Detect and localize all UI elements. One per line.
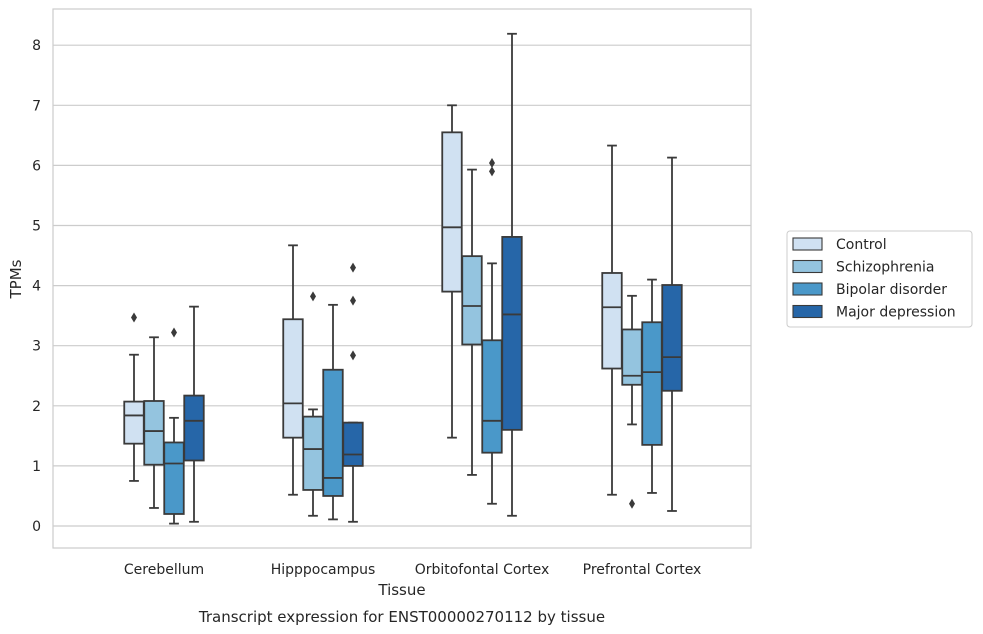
box-iqr bbox=[461, 255, 483, 346]
x-tick-label: Orbitofontal Cortex bbox=[415, 562, 550, 578]
legend-swatch bbox=[792, 237, 823, 251]
box-major-depression-0 bbox=[183, 305, 205, 523]
box-control-2 bbox=[441, 104, 463, 439]
box-schizophrenia-0 bbox=[143, 336, 165, 509]
legend-swatch bbox=[792, 304, 823, 319]
box-bipolar-disorder-1 bbox=[322, 303, 344, 521]
outlier-point bbox=[350, 295, 356, 306]
legend-swatch bbox=[792, 259, 823, 274]
legend-label: Control bbox=[836, 237, 887, 253]
outlier-point bbox=[310, 291, 316, 302]
outlier-point bbox=[629, 498, 635, 509]
legend-label: Major depression bbox=[836, 305, 956, 321]
legend-label: Bipolar disorder bbox=[836, 282, 947, 298]
box-iqr bbox=[123, 400, 145, 445]
box-major-depression-2 bbox=[501, 32, 523, 517]
box-iqr bbox=[601, 272, 623, 370]
box-iqr bbox=[342, 421, 364, 467]
legend: Control Schizophrenia Bipolar disorder Majo… bbox=[786, 230, 973, 328]
box-control-3 bbox=[601, 144, 623, 496]
box-iqr bbox=[481, 339, 503, 454]
plot-area bbox=[52, 8, 752, 549]
legend-swatch bbox=[792, 282, 823, 296]
box-iqr bbox=[322, 368, 344, 497]
y-tick-label: 0 bbox=[32, 519, 41, 535]
y-tick-label: 5 bbox=[32, 219, 41, 235]
box-iqr bbox=[163, 441, 185, 515]
outlier-point bbox=[489, 166, 495, 177]
box-groups bbox=[123, 32, 683, 525]
y-tick-label: 6 bbox=[32, 158, 41, 174]
box-control-0 bbox=[123, 312, 145, 482]
y-tick-label: 4 bbox=[32, 279, 41, 295]
box-iqr bbox=[183, 394, 205, 462]
outlier-point bbox=[489, 157, 495, 168]
box-iqr bbox=[661, 284, 683, 392]
box-bipolar-disorder-3 bbox=[641, 278, 663, 494]
outlier-point bbox=[131, 312, 137, 323]
legend-items: Control Schizophrenia Bipolar disorder Majo… bbox=[792, 237, 956, 321]
y-tick-labels: 0 1 2 3 4 5 6 7 8 bbox=[32, 38, 41, 535]
box-iqr bbox=[641, 321, 663, 446]
outlier-point bbox=[171, 327, 177, 338]
box-iqr bbox=[143, 400, 165, 466]
y-tick-label: 8 bbox=[32, 38, 41, 54]
box-control-1 bbox=[282, 244, 304, 496]
box-iqr bbox=[441, 131, 463, 293]
y-tick-label: 2 bbox=[32, 399, 41, 415]
x-tick-label: Prefrontal Cortex bbox=[583, 562, 702, 578]
y-axis-label: TPMs bbox=[7, 259, 25, 299]
box-iqr bbox=[501, 236, 523, 431]
box-bipolar-disorder-0 bbox=[163, 327, 185, 525]
x-tick-label: Hipppocampus bbox=[271, 562, 376, 578]
y-tick-label: 7 bbox=[32, 98, 41, 114]
box-iqr bbox=[302, 415, 324, 491]
x-tick-labels: Cerebellum Hipppocampus Orbitofontal Corte… bbox=[124, 562, 701, 578]
box-bipolar-disorder-2 bbox=[481, 157, 503, 505]
y-tick-label: 1 bbox=[32, 459, 41, 475]
box-iqr bbox=[282, 318, 304, 439]
outlier-point bbox=[350, 262, 356, 273]
chart-caption: Transcript expression for ENST0000027011… bbox=[198, 608, 605, 626]
outlier-point bbox=[350, 350, 356, 361]
legend-frame bbox=[786, 230, 973, 328]
x-axis-label: Tissue bbox=[377, 581, 425, 599]
legend-label: Schizophrenia bbox=[836, 260, 934, 276]
box-major-depression-1 bbox=[342, 262, 364, 523]
box-major-depression-3 bbox=[661, 156, 683, 512]
x-tick-label: Cerebellum bbox=[124, 562, 204, 578]
box-schizophrenia-2 bbox=[461, 168, 483, 476]
y-tick-label: 3 bbox=[32, 339, 41, 355]
